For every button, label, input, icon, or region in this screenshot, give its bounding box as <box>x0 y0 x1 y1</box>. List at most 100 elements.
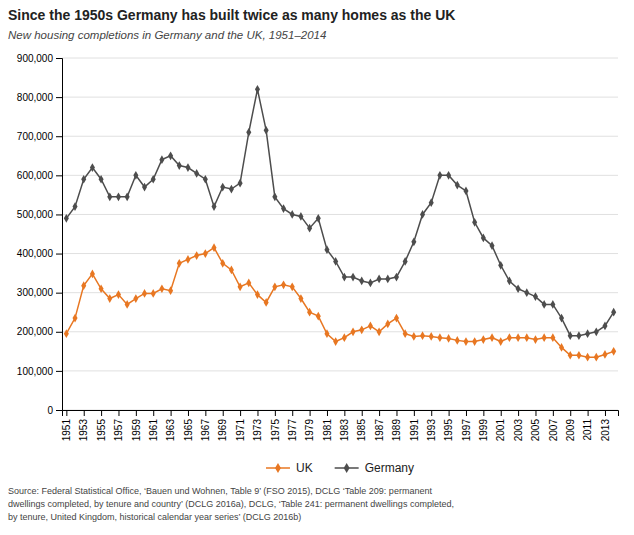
point <box>324 329 329 338</box>
x-tick-mark <box>518 410 519 416</box>
point <box>333 257 338 266</box>
point <box>238 179 243 188</box>
point <box>385 320 390 329</box>
x-tick: 1999 <box>478 410 489 441</box>
x-tick: 1977 <box>287 410 298 441</box>
x-tick-label: 1961 <box>148 419 159 442</box>
point <box>455 336 460 345</box>
point <box>203 175 208 184</box>
point <box>568 331 573 340</box>
x-tick: 1963 <box>165 410 176 441</box>
point <box>524 333 529 342</box>
x-tick-mark <box>362 410 363 416</box>
x-tick-mark <box>327 410 328 416</box>
y-tick-label: 700,000 <box>17 131 54 142</box>
x-tick-label: 1955 <box>96 419 107 442</box>
point <box>238 282 243 291</box>
x-tick: 1957 <box>113 410 124 441</box>
point <box>507 277 512 286</box>
x-tick-label: 1963 <box>165 419 176 442</box>
x-tick: 1987 <box>374 410 385 441</box>
x-tick-mark <box>483 410 484 416</box>
point <box>290 210 295 219</box>
x-tick-mark <box>570 410 571 416</box>
legend-item: UK <box>266 461 313 475</box>
point <box>159 155 164 164</box>
point <box>307 308 312 317</box>
x-tick-label: 1971 <box>235 419 246 442</box>
x-tick: 1975 <box>270 410 281 441</box>
point <box>377 327 382 336</box>
point <box>602 350 607 359</box>
y-tick: 100,000 <box>17 366 62 377</box>
source: Source: Federal Statistical Office, ‘Bau… <box>8 486 454 522</box>
point <box>472 337 477 346</box>
y-axis: 0100,000200,000300,000400,000500,000600,… <box>17 53 63 416</box>
x-tick-mark <box>223 410 224 416</box>
point <box>576 351 581 360</box>
x-tick-label: 1965 <box>183 419 194 442</box>
point <box>351 273 356 282</box>
y-tick-mark <box>56 254 62 255</box>
point <box>429 332 434 341</box>
x-tick-label: 1975 <box>270 419 281 442</box>
x-tick-label: 2003 <box>513 419 524 442</box>
point <box>212 202 217 211</box>
x-tick-mark <box>136 410 137 416</box>
grid-line <box>62 175 618 176</box>
marks <box>64 85 616 362</box>
point <box>194 251 199 260</box>
point <box>229 185 234 194</box>
point <box>333 337 338 346</box>
y-tick-label: 900,000 <box>17 53 54 64</box>
subtitle: New housing completions in Germany and t… <box>8 29 326 41</box>
point <box>133 294 138 303</box>
point <box>324 245 329 254</box>
point <box>99 175 104 184</box>
point <box>437 333 442 342</box>
x-tick-label: 1983 <box>339 419 350 442</box>
grid-line <box>62 253 618 254</box>
y-tick-label: 600,000 <box>17 170 54 181</box>
x-tick-label: 1953 <box>78 419 89 442</box>
point <box>377 275 382 284</box>
x-tick: 2001 <box>495 410 506 441</box>
y-tick: 700,000 <box>17 131 62 142</box>
x-tick: 1959 <box>131 410 142 441</box>
x-tick: 1969 <box>217 410 228 441</box>
x-tick: 1979 <box>304 410 315 441</box>
point <box>420 331 425 340</box>
point <box>220 183 225 192</box>
point <box>246 128 251 137</box>
point <box>516 333 521 342</box>
x-tick: 1993 <box>426 410 437 441</box>
x-tick-mark <box>292 410 293 416</box>
point <box>203 249 208 258</box>
point <box>568 351 573 360</box>
series <box>64 85 616 340</box>
x-tick-mark <box>153 410 154 416</box>
line <box>66 89 613 335</box>
point <box>594 327 599 336</box>
point <box>272 192 277 201</box>
point <box>342 273 347 282</box>
y-tick: 600,000 <box>17 170 62 181</box>
grid <box>62 58 618 410</box>
y-tick-mark <box>56 58 62 59</box>
x-tick-label: 1979 <box>304 419 315 442</box>
x-tick-label: 2009 <box>565 419 576 442</box>
y-tick: 900,000 <box>17 53 62 64</box>
point <box>463 337 468 346</box>
point <box>298 294 303 303</box>
point <box>437 171 442 180</box>
point <box>185 163 190 172</box>
point <box>151 289 156 298</box>
y-tick-label: 100,000 <box>17 366 54 377</box>
point <box>125 192 130 201</box>
title: Since the 1950s Germany has built twice … <box>8 7 455 23</box>
legend-label: UK <box>296 461 313 475</box>
point <box>385 275 390 284</box>
point <box>185 255 190 264</box>
point <box>151 175 156 184</box>
grid-line <box>62 97 618 98</box>
